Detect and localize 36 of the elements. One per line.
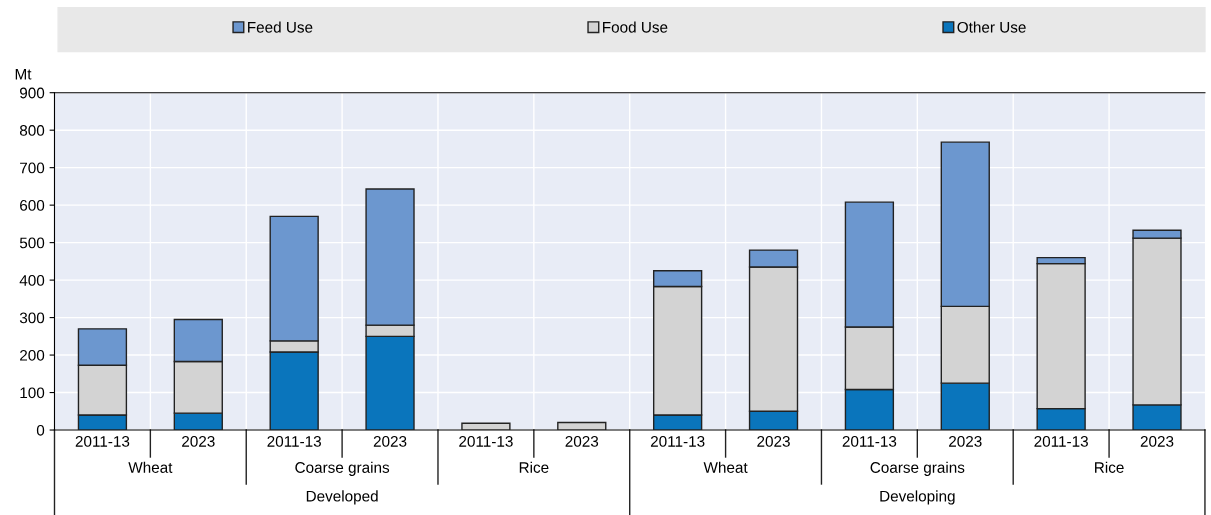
y-tick-label: 0 bbox=[36, 424, 45, 436]
x-tick-label: 2023 bbox=[565, 435, 599, 447]
x-tick-label: 2011-13 bbox=[267, 435, 321, 447]
y-tick-label: 100 bbox=[20, 387, 45, 399]
y-tick-label: 200 bbox=[20, 349, 45, 361]
text: Coarse grains bbox=[295, 461, 390, 476]
text: Developed bbox=[306, 490, 378, 505]
x-tick-label: 2011-13 bbox=[650, 435, 705, 447]
x-tick-label: 2023 bbox=[1140, 435, 1174, 447]
y-tick-label: 600 bbox=[20, 200, 45, 211]
y-tick-label: 700 bbox=[20, 162, 45, 174]
text: Developing bbox=[880, 490, 955, 505]
y-tick-label: 500 bbox=[19, 237, 45, 249]
y-tick-label: 400 bbox=[19, 274, 45, 286]
x-tick-label: 2023 bbox=[757, 435, 790, 447]
text: Wheat bbox=[703, 461, 748, 473]
text: Wheat bbox=[128, 461, 173, 473]
legend-label: Food Use bbox=[603, 21, 668, 33]
text: Coarse grains bbox=[870, 461, 965, 476]
legend-label: Other Use bbox=[957, 21, 1026, 33]
y-tick-label: 900 bbox=[20, 87, 45, 99]
y-tick-label: 800 bbox=[19, 125, 45, 136]
y-tick-label: 300 bbox=[19, 312, 45, 324]
text: Rice bbox=[1095, 461, 1124, 473]
x-tick-label: 2011-13 bbox=[459, 435, 513, 447]
bar bbox=[557, 421, 607, 431]
bar bbox=[461, 422, 511, 431]
x-tick-label: 2011-13 bbox=[1034, 435, 1088, 447]
x-tick-label: 2023 bbox=[949, 435, 982, 447]
x-tick-label: 2023 bbox=[373, 435, 407, 447]
legend-label: Feed Use bbox=[248, 21, 313, 33]
text: Rice bbox=[519, 461, 549, 473]
x-tick-label: 2023 bbox=[182, 435, 215, 447]
x-tick-label: 2011-13 bbox=[75, 435, 130, 447]
x-tick-label: 2011-13 bbox=[842, 435, 897, 447]
y-axis-title: Mt bbox=[15, 68, 32, 80]
